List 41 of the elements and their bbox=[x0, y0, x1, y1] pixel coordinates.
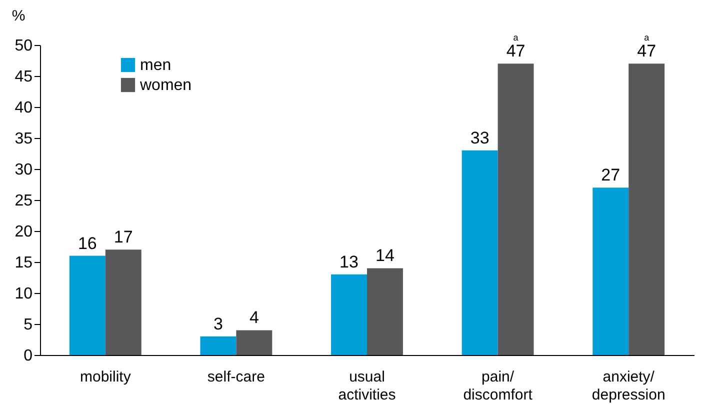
data-label: 27 bbox=[601, 166, 620, 185]
x-tick-label: anxiety/ depression bbox=[592, 368, 666, 404]
data-label: 17 bbox=[114, 228, 133, 247]
data-label: 47 bbox=[637, 42, 656, 61]
bar bbox=[628, 64, 665, 355]
bar bbox=[105, 250, 142, 355]
y-tick-label: 40 bbox=[14, 100, 33, 116]
x-tick-label: usual activities bbox=[338, 368, 396, 404]
legend-label: women bbox=[139, 77, 192, 94]
bar bbox=[462, 150, 498, 355]
y-tick-label: 10 bbox=[14, 286, 33, 302]
legend-label: men bbox=[140, 57, 172, 74]
data-label: 14 bbox=[376, 246, 394, 266]
y-tick-label: 15 bbox=[14, 254, 33, 272]
bar bbox=[498, 64, 534, 355]
bar bbox=[69, 256, 106, 355]
data-label: 3 bbox=[213, 314, 223, 334]
bar bbox=[200, 336, 236, 355]
annotation: a bbox=[513, 32, 518, 43]
bar bbox=[236, 330, 272, 355]
x-tick-label: self-care bbox=[207, 368, 265, 386]
x-tick-label: pain/ discomfort bbox=[463, 368, 534, 404]
y-tick-label: 35 bbox=[14, 130, 33, 148]
annotation: a bbox=[644, 32, 650, 43]
data-label: 47 bbox=[506, 42, 526, 61]
y-tick-label: 30 bbox=[14, 162, 33, 178]
y-tick-label: 50 bbox=[14, 38, 33, 54]
y-tick-label: 45 bbox=[14, 68, 33, 86]
y-tick-label: 5 bbox=[24, 316, 33, 334]
bar bbox=[367, 268, 403, 355]
bar bbox=[592, 188, 629, 355]
data-label: 33 bbox=[470, 128, 490, 148]
y-tick-label: 0 bbox=[24, 348, 33, 364]
bar bbox=[331, 274, 367, 355]
y-axis-title: % bbox=[12, 8, 26, 24]
data-label: 4 bbox=[249, 308, 259, 328]
data-label: 16 bbox=[78, 234, 97, 253]
y-tick-label: 25 bbox=[14, 192, 33, 210]
y-tick-label: 20 bbox=[14, 224, 33, 240]
x-tick-label: mobility bbox=[80, 368, 132, 386]
data-label: 13 bbox=[340, 252, 358, 272]
